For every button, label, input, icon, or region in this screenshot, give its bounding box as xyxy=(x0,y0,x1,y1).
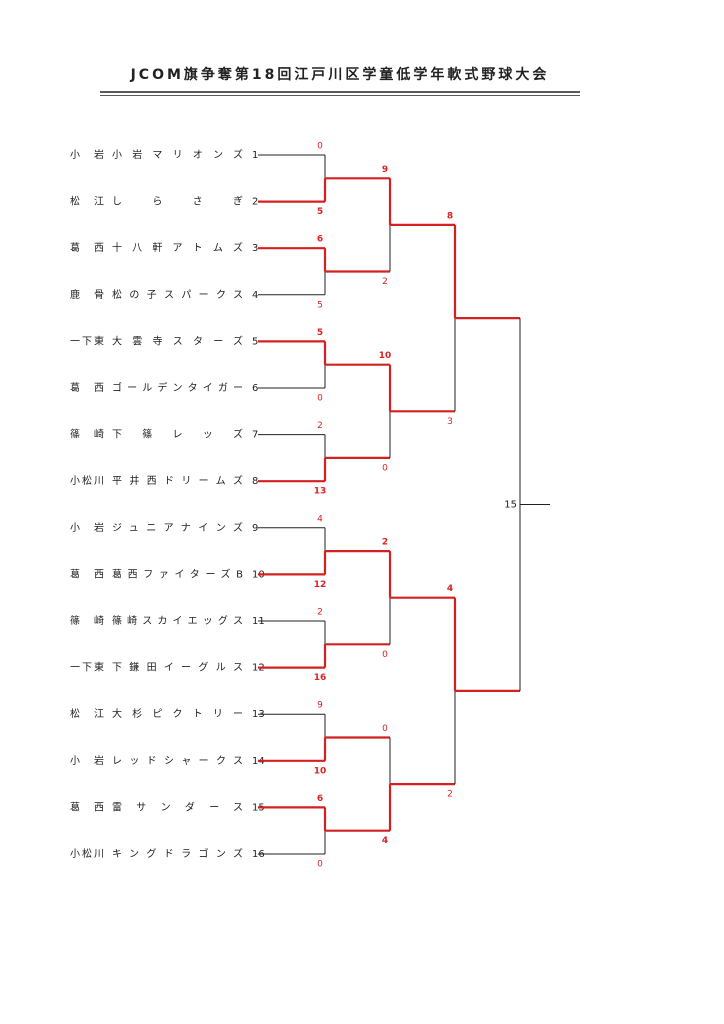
team-seed: 4 xyxy=(252,290,258,301)
team-area: 葛西 xyxy=(70,241,104,254)
score: 4 xyxy=(382,836,388,846)
score: 6 xyxy=(317,235,323,245)
score: 2 xyxy=(317,608,323,618)
team-name: 雷サンダース xyxy=(112,800,243,813)
team-name: 松の子スパークス xyxy=(112,288,243,301)
score: 8 xyxy=(447,211,453,221)
score: 16 xyxy=(314,673,327,683)
team-area: 松江 xyxy=(70,195,104,208)
team-area: 一下東 xyxy=(70,334,104,347)
score: 5 xyxy=(317,328,323,338)
team-area: 小岩 xyxy=(70,521,104,534)
score: 13 xyxy=(314,487,327,497)
team-name: 葛西ファイターズB xyxy=(112,567,243,580)
team-area: 一下東 xyxy=(70,661,104,674)
team-name: レッドシャークス xyxy=(112,755,243,767)
score: 0 xyxy=(317,142,323,152)
team-seed: 2 xyxy=(252,197,258,208)
score: 3 xyxy=(447,417,453,427)
team-seed: 1 xyxy=(252,150,258,161)
team-name: 大杉ピクトリー xyxy=(112,707,243,720)
score: 4 xyxy=(317,514,323,524)
score: 2 xyxy=(382,538,388,548)
team-area: 小岩 xyxy=(70,754,104,767)
score: 9 xyxy=(317,701,323,711)
score: 0 xyxy=(317,860,323,870)
team-name: 篠崎スカイエッグス xyxy=(112,614,243,627)
team-seed: 6 xyxy=(252,383,258,394)
score: 2 xyxy=(447,790,453,800)
title: JCOM旗争奪第18回江戸川区学童低学年軟式野球大会 xyxy=(130,66,550,83)
team-area: 小松川 xyxy=(70,847,104,860)
team-name: 下鎌田イーグルス xyxy=(112,661,243,674)
team-name: キングドラゴンズ xyxy=(112,847,243,860)
team-name: しらさぎ xyxy=(112,195,243,208)
team-seed: 8 xyxy=(252,476,258,487)
score: 10 xyxy=(379,351,392,361)
team-name: 平井西ドリームズ xyxy=(112,474,243,487)
score: 0 xyxy=(317,394,323,404)
final-match-number: 15 xyxy=(504,500,517,511)
team-name: ゴールデンタイガー xyxy=(112,381,243,394)
score: 5 xyxy=(317,207,323,217)
team-name: ジュニアナインズ xyxy=(112,521,243,534)
team-area: 篠崎 xyxy=(70,428,104,441)
team-area: 鹿骨 xyxy=(70,288,104,301)
team-name: 小岩マリオンズ xyxy=(112,148,243,161)
team-seed: 9 xyxy=(252,523,258,534)
score: 0 xyxy=(382,650,388,660)
score: 4 xyxy=(447,584,453,594)
team-name: 大雲寺スターズ xyxy=(112,334,243,347)
score: 12 xyxy=(314,580,327,590)
score: 2 xyxy=(317,421,323,431)
team-seed: 7 xyxy=(252,430,258,441)
score: 10 xyxy=(314,766,327,776)
score: 6 xyxy=(317,794,323,804)
team-area: 篠崎 xyxy=(70,614,104,627)
team-area: 葛西 xyxy=(70,800,104,813)
team-name: 下篠レッズ xyxy=(112,428,243,441)
score: 2 xyxy=(382,277,388,287)
team-area: 松江 xyxy=(70,707,104,720)
score: 0 xyxy=(382,463,388,473)
score: 5 xyxy=(317,300,323,310)
score: 0 xyxy=(382,724,388,734)
team-area: 葛西 xyxy=(70,381,104,394)
team-area: 小松川 xyxy=(70,474,104,487)
score: 9 xyxy=(382,165,388,175)
team-area: 葛西 xyxy=(70,567,104,580)
team-seed: 3 xyxy=(252,243,258,254)
team-name: 十八軒アトムズ xyxy=(112,241,243,254)
team-seed: 5 xyxy=(252,336,258,347)
team-area: 小岩 xyxy=(70,148,104,161)
